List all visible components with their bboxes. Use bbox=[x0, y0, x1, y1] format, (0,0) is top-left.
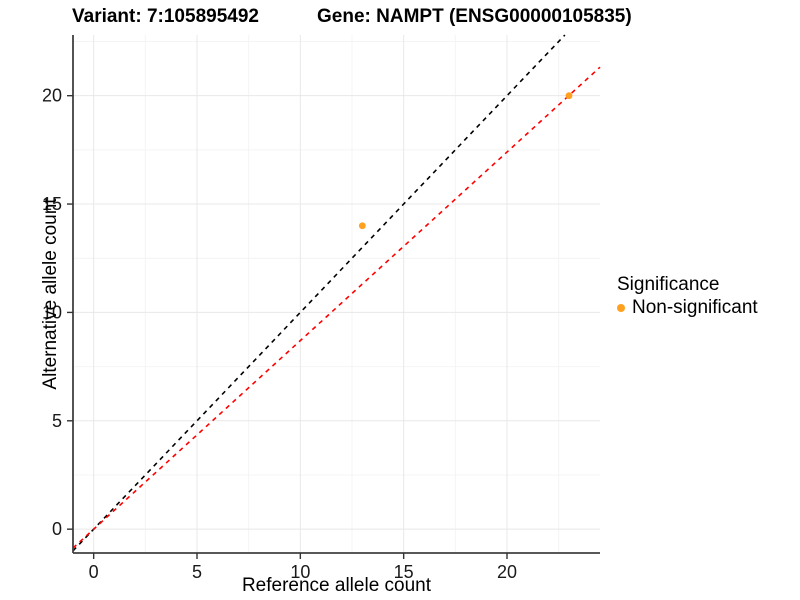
y-tick-label: 5 bbox=[52, 411, 62, 431]
y-tick-label: 20 bbox=[42, 86, 62, 106]
gene-title: Gene: NAMPT (ENSG00000105835) bbox=[317, 6, 632, 27]
x-tick-label: 5 bbox=[192, 562, 202, 582]
x-tick-label: 15 bbox=[394, 562, 414, 582]
x-tick-label: 20 bbox=[497, 562, 517, 582]
data-point bbox=[565, 92, 573, 100]
y-tick-label: 0 bbox=[52, 519, 62, 539]
x-tick-label: 10 bbox=[290, 562, 310, 582]
data-point bbox=[358, 222, 366, 230]
legend-title: Significance bbox=[617, 274, 720, 295]
y-tick-label: 10 bbox=[42, 302, 62, 322]
x-axis-title: Reference allele count bbox=[241, 575, 432, 596]
non-significant-dot-icon bbox=[617, 303, 625, 312]
legend-item-label: Non-significant bbox=[632, 297, 758, 318]
identity-line bbox=[72, 34, 566, 552]
legend: Significance Non-significant bbox=[617, 273, 758, 319]
variant-title: Variant: 7:105895492 bbox=[72, 6, 259, 27]
y-tick-label: 15 bbox=[42, 194, 62, 214]
legend-item-non-significant: Non-significant bbox=[617, 296, 758, 319]
fitted-ratio-line bbox=[72, 66, 601, 549]
y-axis-title: Alternative allele count bbox=[40, 198, 61, 390]
x-tick-label: 0 bbox=[89, 562, 99, 582]
